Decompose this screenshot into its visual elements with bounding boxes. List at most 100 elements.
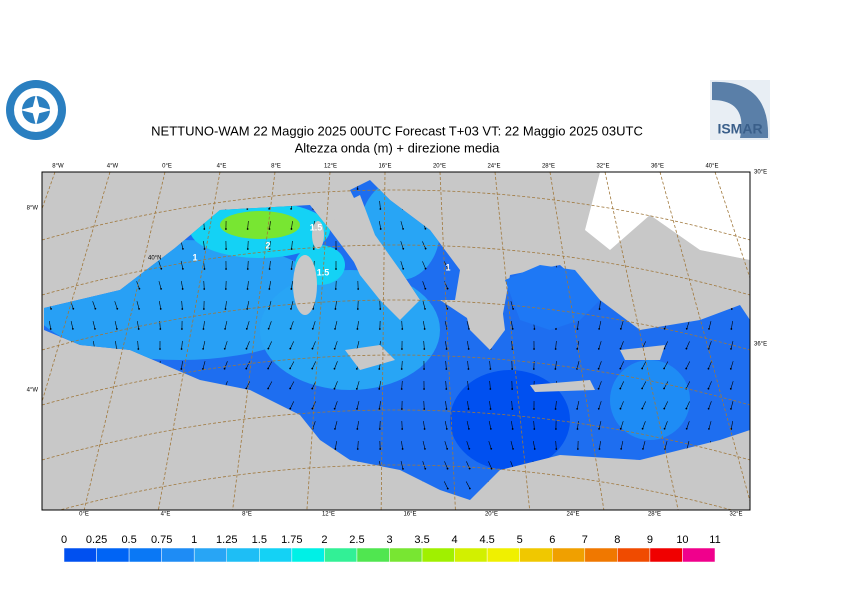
arrow-head <box>378 408 381 410</box>
wave-arrow <box>137 340 139 350</box>
wave-arrow <box>510 321 514 329</box>
arrow-head <box>335 268 337 270</box>
arrow-head <box>289 387 292 390</box>
meridian <box>549 172 605 510</box>
arrow-head <box>598 328 601 330</box>
wave-arrow <box>181 340 183 350</box>
arrow-head <box>423 388 425 390</box>
arrow-head <box>182 247 184 250</box>
arrow-head <box>489 388 492 390</box>
arrow-head <box>619 327 622 330</box>
map: 1 2 1.5 1.5 1 <box>42 172 750 510</box>
colorbar-label: 10 <box>676 534 688 546</box>
wave-arrow <box>444 461 448 469</box>
wave-arrow <box>269 240 271 250</box>
wave-arrow <box>708 361 712 369</box>
arrow-head <box>116 327 118 330</box>
wave-arrow <box>577 420 579 430</box>
wave-arrow <box>445 340 447 350</box>
arrow-head <box>180 348 183 350</box>
arrow-head <box>446 487 449 490</box>
arrow-head <box>223 347 226 350</box>
wave-arrow <box>422 441 426 449</box>
arrow-head <box>245 347 248 350</box>
arrow-head <box>708 327 710 330</box>
wave-arrow <box>686 441 690 449</box>
arrow-head <box>181 268 184 270</box>
arrow-head <box>159 328 162 330</box>
arrow-head <box>641 407 644 410</box>
arrow-head <box>641 427 644 430</box>
wave-arrow <box>224 321 228 329</box>
lon-label: 0°E <box>162 164 172 170</box>
arrow-head <box>663 427 666 430</box>
arrow-head <box>180 368 183 370</box>
contour-label: 2 <box>265 240 270 250</box>
wave-arrow <box>289 381 295 389</box>
contour-label: 1 <box>192 252 197 262</box>
arrow-head <box>576 448 579 450</box>
arrow-head <box>685 327 688 330</box>
wave-arrow <box>686 341 690 349</box>
lon-label: 4°W <box>107 164 119 170</box>
wave-arrow <box>620 401 624 409</box>
arrow-head <box>246 268 249 270</box>
arrow-head <box>290 208 293 210</box>
wave-arrow <box>401 320 403 330</box>
meridian <box>380 172 386 510</box>
wave-arrow <box>114 301 118 309</box>
arrow-head <box>202 348 205 350</box>
colorbar-swatch <box>128 547 162 563</box>
arrow-head <box>729 387 732 390</box>
arrow-head <box>379 308 382 310</box>
wave-arrow <box>423 340 425 350</box>
colorbar-swatch <box>193 547 227 563</box>
wave-arrow <box>357 440 359 450</box>
arrow-head <box>576 348 579 350</box>
wave-arrow <box>400 261 404 269</box>
arrow-head <box>203 228 206 230</box>
arrow-head <box>730 428 733 430</box>
wave-arrow <box>444 321 448 329</box>
arrow-head <box>355 387 358 390</box>
colorbar-label: 0.5 <box>121 534 136 546</box>
arrow-head <box>225 228 227 230</box>
colorbar-label: 9 <box>647 534 653 546</box>
colorbar-swatch <box>649 547 683 563</box>
arrow-head <box>424 467 427 470</box>
wave-arrow <box>378 381 382 389</box>
arrow-head <box>511 428 514 430</box>
wave-arrow <box>577 320 579 330</box>
wave-arrow <box>555 400 557 410</box>
arrow-head <box>511 388 514 390</box>
wave-arrow <box>202 341 206 349</box>
arrow-head <box>620 448 623 450</box>
arrow-head <box>511 328 514 330</box>
arrow-head <box>423 428 426 430</box>
arrow-head <box>424 227 427 230</box>
colorbar-swatch <box>291 547 325 563</box>
wave-arrow <box>466 441 470 449</box>
arrow-head <box>71 327 74 330</box>
meridian <box>439 172 456 510</box>
arrow-head <box>356 428 359 430</box>
arrow-head <box>290 307 292 310</box>
wave-arrow <box>268 301 272 309</box>
arrow-head <box>619 367 622 370</box>
wave-arrow <box>708 381 712 389</box>
wave-arrow <box>686 321 690 329</box>
arrow-head <box>554 408 557 410</box>
lon-label: 20°E <box>433 164 446 170</box>
arrow-head <box>729 367 732 370</box>
arrow-head <box>137 348 140 350</box>
wave-arrow <box>576 361 580 369</box>
wave-arrow <box>730 381 734 389</box>
arrow-head <box>707 367 710 370</box>
wave-arrow <box>400 461 404 469</box>
wave-arrow <box>334 421 338 429</box>
arrow-head <box>225 268 227 270</box>
arrow-head <box>267 347 270 350</box>
arrow-head <box>202 367 204 370</box>
arrow-head <box>401 348 403 350</box>
arrow-head <box>246 308 249 310</box>
